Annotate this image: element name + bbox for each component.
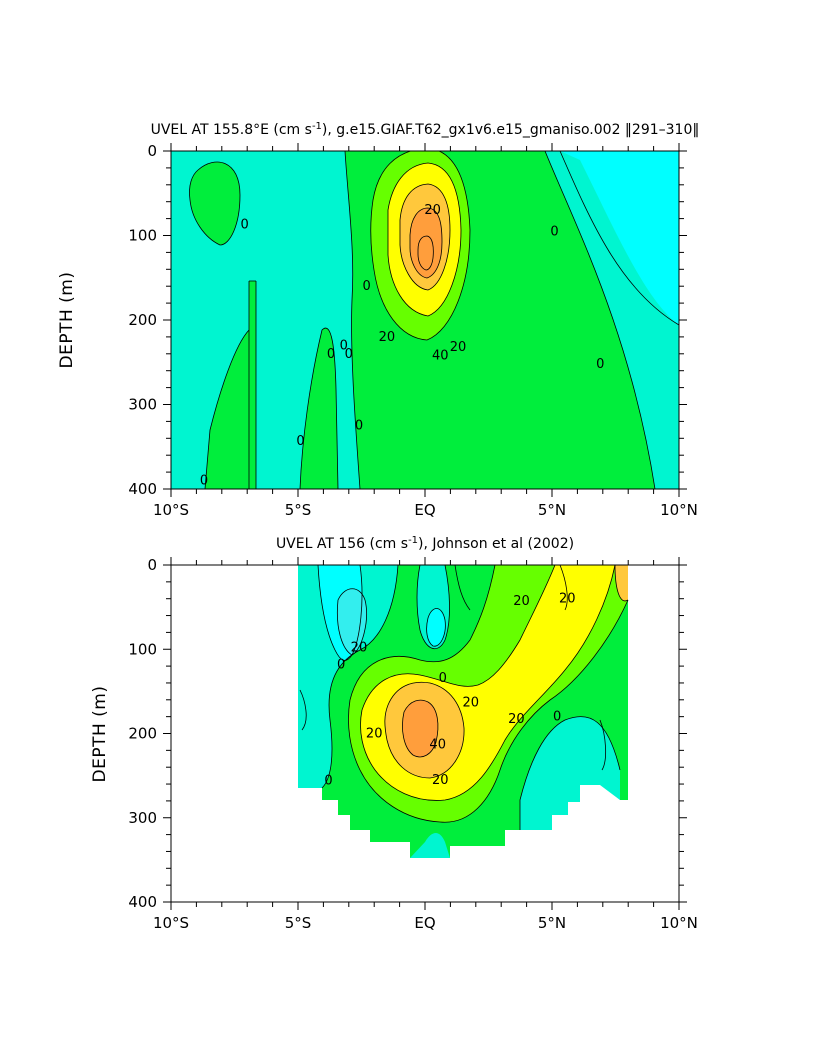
bottom-contour-label: 20 [366, 727, 383, 742]
top-x-tick-label: EQ [414, 501, 435, 519]
top-contour-label: 40 [432, 348, 449, 363]
bottom-contour-labels: 20 20 20 0 0 20 20 20 0 40 20 0 [324, 592, 575, 789]
bottom-y-axis-title: DEPTH (m) [90, 686, 110, 783]
bottom-fill-cyan-south [410, 833, 450, 858]
top-contour-label: 0 [241, 218, 249, 233]
bottom-contour-label: 40 [429, 737, 446, 752]
bottom-contour-label: 20 [513, 594, 530, 609]
bottom-x-tick-label: 10°S [153, 914, 189, 932]
bottom-contour-label: 0 [553, 710, 561, 725]
top-x-tick-label: 10°N [660, 501, 698, 519]
top-x-tick-label: 10°S [153, 501, 189, 519]
bottom-y-tick-label: 100 [128, 640, 157, 658]
bottom-contour-label: 0 [337, 657, 345, 672]
top-y-tick-label: 0 [147, 142, 157, 160]
top-y-tick-label: 100 [128, 227, 157, 245]
bottom-x-tick-label: 5°N [538, 914, 566, 932]
bottom-contour-fill [298, 565, 628, 858]
bottom-x-tick-label: 10°N [660, 914, 698, 932]
top-panel: UVEL AT 155.8°E (cm s-1), g.e15.GIAF.T62… [57, 121, 699, 519]
top-contour-label: 0 [200, 474, 208, 489]
bottom-fill-cyan-eq [426, 608, 446, 647]
bottom-y-tick-label: 0 [147, 556, 157, 574]
top-fill-green-southwest [205, 330, 249, 489]
top-fill-green-south [300, 328, 338, 489]
top-y-tick-label: 200 [128, 311, 157, 329]
top-contour-label: 0 [296, 434, 304, 449]
top-panel-title: UVEL AT 155.8°E (cm s-1), g.e15.GIAF.T62… [151, 121, 700, 138]
bottom-fill-orange [402, 700, 438, 757]
top-x-tick-label: 5°N [538, 501, 566, 519]
top-fill-orange-core [417, 235, 434, 271]
top-contour-label: 0 [362, 279, 370, 294]
top-fill-green-northwest [189, 162, 240, 245]
top-y-axis-title: DEPTH (m) [57, 272, 77, 369]
top-contour-label: 0 [596, 357, 604, 372]
top-contour-label: 0 [340, 338, 348, 353]
bottom-fill-aqua-west [298, 565, 398, 788]
bottom-y-tick-label: 400 [128, 893, 157, 911]
top-contour-label: 0 [355, 419, 363, 434]
top-fill-cyan-east [560, 151, 679, 325]
bottom-contour-label: 0 [324, 774, 332, 789]
top-contour-label: 0 [327, 347, 335, 362]
bottom-x-tick-label: EQ [414, 914, 435, 932]
bottom-y-tick-label: 300 [128, 809, 157, 827]
bottom-panel-title: UVEL AT 156 (cm s-1), Johnson et al (200… [276, 535, 574, 552]
bottom-contour-label: 20 [351, 641, 368, 656]
top-contour-lines [189, 151, 679, 489]
top-y-tick-label: 400 [128, 480, 157, 498]
bottom-contour-lines [299, 565, 629, 830]
top-y-tick-label: 300 [128, 396, 157, 414]
bottom-panel: UVEL AT 156 (cm s-1), Johnson et al (200… [90, 535, 698, 932]
bottom-fill-cyan-mid [337, 588, 367, 655]
bottom-y-tick-label: 200 [128, 725, 157, 743]
bottom-contour-label: 20 [559, 592, 576, 607]
bottom-contour-label: 0 [439, 671, 447, 686]
top-contour-label: 20 [450, 340, 467, 355]
bottom-fill-aqua-east [520, 716, 620, 830]
top-fill-green-strip [249, 281, 256, 489]
top-contour-label: 20 [424, 203, 441, 218]
top-x-tick-label: 5°S [285, 501, 312, 519]
top-contour-label: 0 [550, 224, 558, 239]
top-contour-label: 20 [379, 330, 396, 345]
bottom-contour-label: 20 [432, 773, 449, 788]
top-contour-label: 0 [345, 347, 353, 362]
top-contour-fill [171, 151, 679, 489]
bottom-x-tick-label: 5°S [285, 914, 312, 932]
bottom-contour-label: 20 [462, 695, 479, 710]
bottom-contour-label: 20 [508, 712, 525, 727]
